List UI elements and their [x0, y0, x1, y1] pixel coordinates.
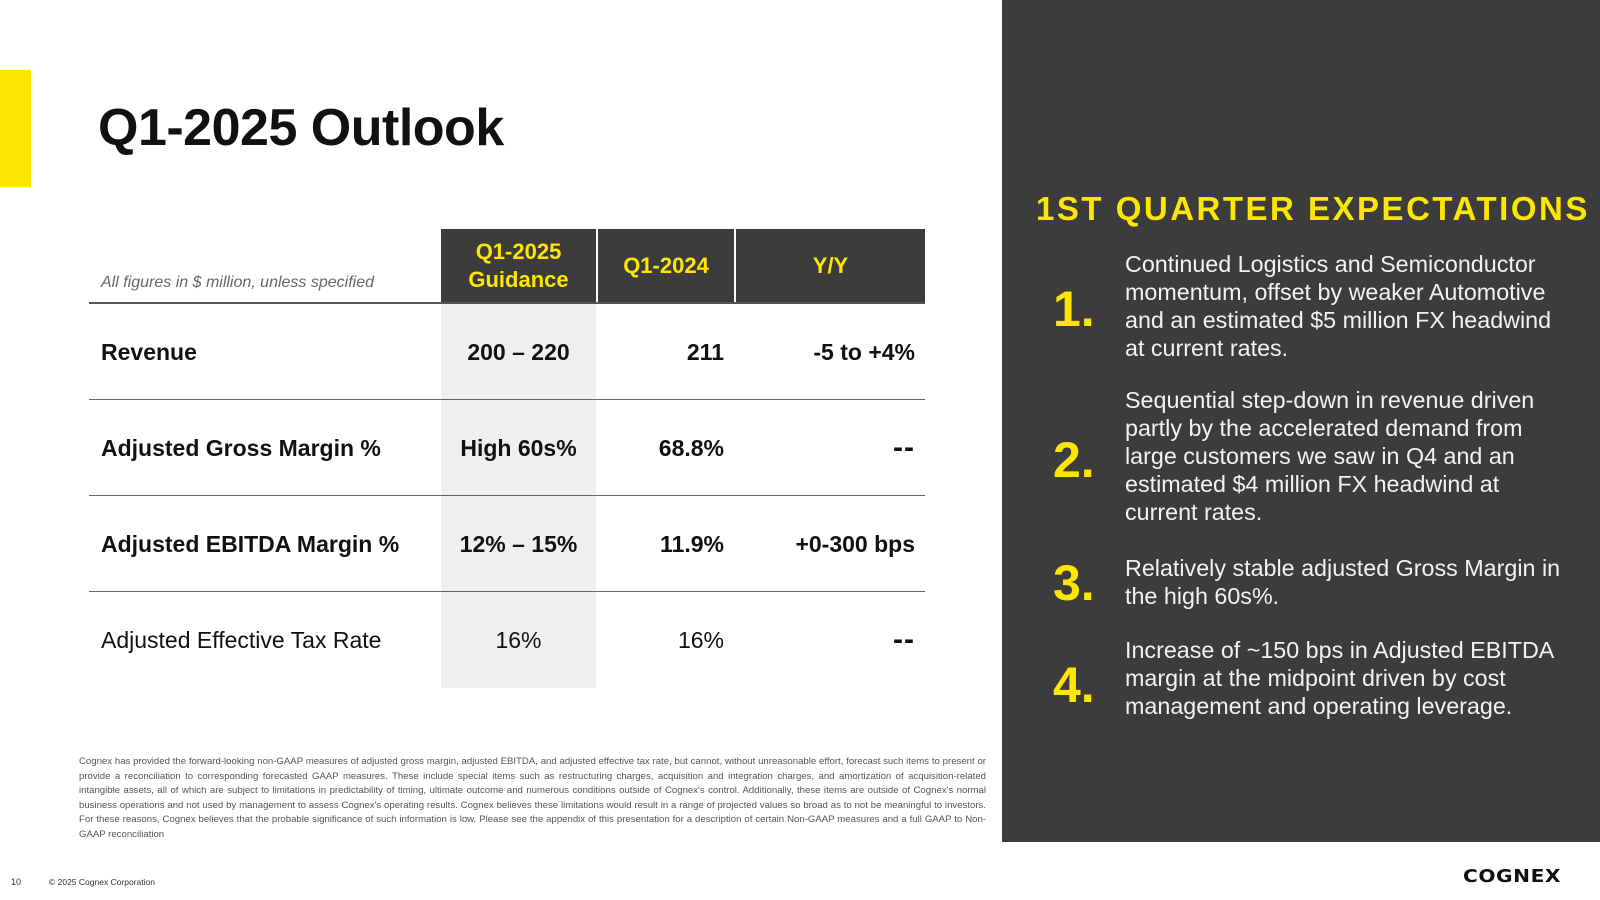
guidance-value: High 60s% [460, 434, 577, 461]
guidance-value: 16% [495, 626, 542, 653]
prior-value: 16% [677, 626, 724, 653]
prior-value: 11.9% [660, 530, 724, 557]
prior-value: 211 [686, 338, 724, 365]
expectations-panel: 1ST QUARTER EXPECTATIONS 1. Continued Lo… [1002, 0, 1600, 842]
header-guidance: Q1-2025 Guidance [441, 229, 596, 302]
yoy-value: -- [893, 623, 915, 656]
expectation-number: 1. [1053, 281, 1095, 337]
yoy-value: -- [893, 431, 915, 464]
expectation-number: 2. [1053, 432, 1095, 488]
outlook-table: All figures in $ million, unless specifi… [89, 229, 925, 688]
expectation-text: Continued Logistics and Semiconductor mo… [1125, 251, 1552, 361]
row-label: Adjusted Gross Margin % [101, 434, 381, 461]
expectation-text: Sequential step-down in revenue driven p… [1125, 387, 1535, 525]
row-label: Revenue [101, 338, 197, 365]
page-title: Q1-2025 Outlook [98, 99, 504, 157]
row-label: Adjusted Effective Tax Rate [101, 626, 382, 653]
expectation-text: Relatively stable adjusted Gross Margin … [1125, 555, 1561, 609]
non-gaap-footnote: Cognex has provided the forward-looking … [79, 756, 986, 840]
expectation-text: Increase of ~150 bps in Adjusted EBITDA … [1125, 637, 1554, 719]
copyright: © 2025 Cognex Corporation [49, 877, 155, 887]
row-label: Adjusted EBITDA Margin % [101, 530, 400, 557]
expectation-number: 4. [1053, 657, 1095, 713]
expectation-number: 3. [1053, 555, 1095, 611]
guidance-value: 200 – 220 [467, 338, 570, 365]
title-accent-bar [0, 70, 31, 187]
cognex-logo: COGNEX [1463, 866, 1562, 887]
table-row: Adjusted EBITDA Margin % 12% – 15% 11.9%… [89, 496, 925, 592]
table-row: Adjusted Effective Tax Rate 16% 16% -- [89, 592, 925, 688]
table-header: All figures in $ million, unless specifi… [89, 229, 925, 304]
header-prior-year: Q1-2024 [598, 229, 734, 302]
guidance-column-shading [441, 304, 596, 688]
guidance-value: 12% – 15% [459, 530, 578, 557]
yoy-value: -5 to +4% [813, 338, 915, 365]
page-number: 10 [11, 877, 22, 887]
table-row: Adjusted Gross Margin % High 60s% 68.8% … [89, 400, 925, 496]
yoy-value: +0-300 bps [795, 530, 915, 557]
expectations-title: 1ST QUARTER EXPECTATIONS [1036, 190, 1590, 227]
units-note: All figures in $ million, unless specifi… [101, 274, 375, 291]
header-yoy: Y/Y [736, 229, 925, 302]
table-row: Revenue 200 – 220 211 -5 to +4% [89, 304, 925, 400]
prior-value: 68.8% [658, 434, 724, 461]
